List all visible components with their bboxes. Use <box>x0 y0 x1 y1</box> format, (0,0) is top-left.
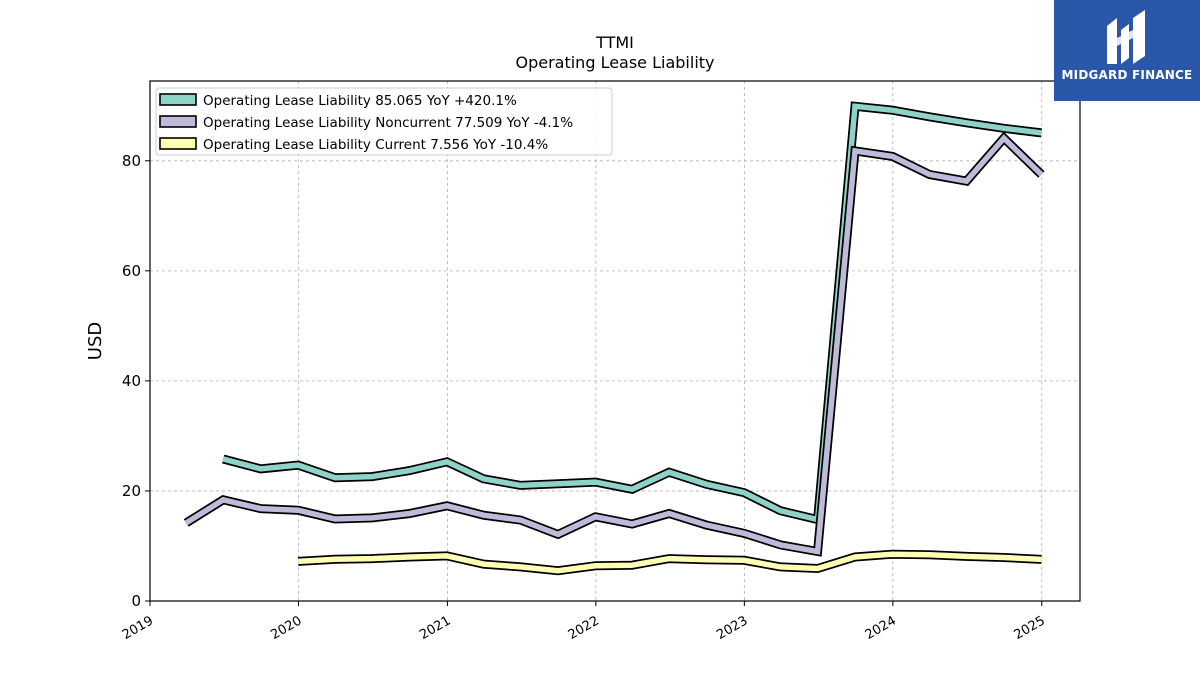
y-tick-label: 40 <box>122 372 141 390</box>
y-tick-label: 0 <box>131 592 141 610</box>
series-layer <box>183 101 1045 576</box>
plot-frame <box>149 80 1081 602</box>
legend-swatch <box>159 115 197 128</box>
y-tick-label: 80 <box>122 152 141 170</box>
legend-box <box>155 87 613 156</box>
legend: Operating Lease Liability 85.065 YoY +42… <box>155 87 613 156</box>
series-1 <box>222 101 1042 526</box>
x-tick-label: 2020 <box>268 613 304 643</box>
y-axis-label: USD <box>85 322 106 360</box>
series-line <box>184 134 1044 555</box>
y-tick-label: 20 <box>122 482 141 500</box>
legend-label: Operating Lease Liability Noncurrent 77.… <box>203 115 573 131</box>
x-tick-label: 2021 <box>417 613 453 643</box>
chart-title: TTMI <box>595 33 634 52</box>
logo-mark-icon <box>1107 10 1145 64</box>
chart-subtitle: Operating Lease Liability <box>515 53 714 72</box>
legend-swatch <box>159 137 197 150</box>
y-tick-label: 60 <box>122 262 141 280</box>
x-tick-label: 2023 <box>714 613 750 643</box>
series-line <box>222 103 1042 524</box>
legend-label: Operating Lease Liability Current 7.556 … <box>203 137 548 153</box>
series-line <box>297 551 1042 574</box>
legend-label: Operating Lease Liability 85.065 YoY +42… <box>203 93 517 109</box>
series-2 <box>183 131 1045 557</box>
midgard-finance-logo: MIDGARD FINANCE <box>1054 0 1200 101</box>
x-tick-label: 2022 <box>566 613 602 643</box>
logo-text: MIDGARD FINANCE <box>1061 68 1193 82</box>
x-tick-label: 2019 <box>120 613 156 643</box>
series-3 <box>297 549 1042 576</box>
x-tick-label: 2024 <box>863 613 899 643</box>
x-tick-label: 2025 <box>1012 613 1048 643</box>
legend-swatch <box>159 93 197 106</box>
